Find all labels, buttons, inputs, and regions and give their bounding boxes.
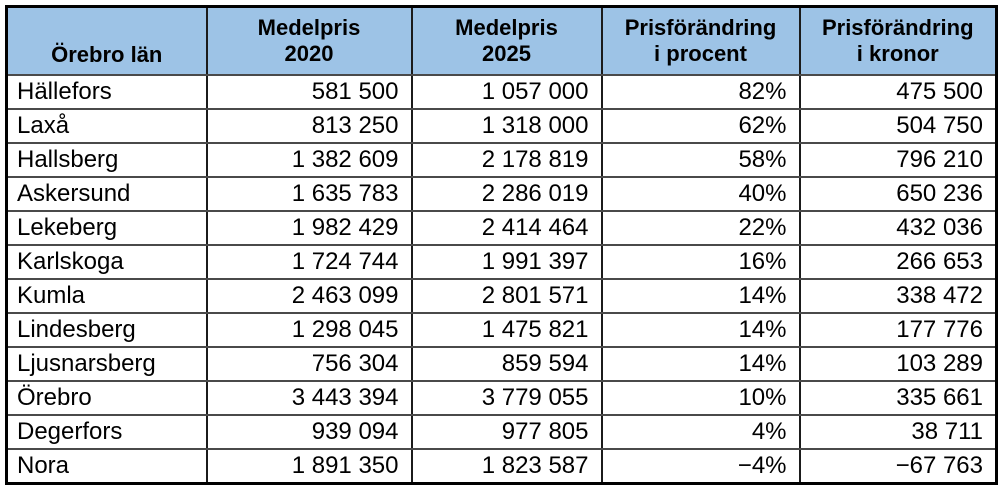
cell-medelpris-2025: 2 178 819 [410, 142, 603, 178]
table-row: Lindesberg 1 298 045 1 475 821 14% 177 7… [5, 312, 998, 348]
cell-forandring-kronor: 650 236 [798, 176, 998, 212]
cell-kommun: Laxå [5, 108, 208, 144]
table-row: Ljusnarsberg 756 304 859 594 14% 103 289 [5, 346, 998, 382]
column-header-medelpris-2025: Medelpris 2025 [410, 5, 603, 76]
table-row: Hallsberg 1 382 609 2 178 819 58% 796 21… [5, 142, 998, 178]
column-header-region: Örebro län [5, 5, 208, 76]
cell-medelpris-2020: 813 250 [205, 108, 413, 144]
cell-kommun: Degerfors [5, 414, 208, 450]
cell-medelpris-2025: 2 414 464 [410, 210, 603, 246]
cell-kommun: Lindesberg [5, 312, 208, 348]
cell-forandring-procent: 14% [600, 346, 801, 382]
cell-medelpris-2020: 3 443 394 [205, 380, 413, 416]
price-table-container: Örebro län Medelpris 2020 Medelpris 2025… [5, 5, 998, 485]
table-row: Laxå 813 250 1 318 000 62% 504 750 [5, 108, 998, 144]
cell-forandring-kronor: 504 750 [798, 108, 998, 144]
cell-forandring-kronor: 266 653 [798, 244, 998, 280]
cell-forandring-procent: 58% [600, 142, 801, 178]
cell-medelpris-2020: 1 982 429 [205, 210, 413, 246]
cell-medelpris-2020: 1 298 045 [205, 312, 413, 348]
cell-forandring-procent: 14% [600, 312, 801, 348]
cell-medelpris-2025: 1 057 000 [410, 74, 603, 110]
header-line: i kronor [856, 41, 939, 66]
header-line: Prisförändring [821, 15, 974, 41]
cell-forandring-kronor: 338 472 [798, 278, 998, 314]
cell-medelpris-2025: 977 805 [410, 414, 603, 450]
cell-medelpris-2020: 1 724 744 [205, 244, 413, 280]
cell-medelpris-2020: 2 463 099 [205, 278, 413, 314]
cell-kommun: Ljusnarsberg [5, 346, 208, 382]
cell-medelpris-2025: 2 286 019 [410, 176, 603, 212]
table-row: Nora 1 891 350 1 823 587 −4% −67 763 [5, 448, 998, 485]
table-row: Kumla 2 463 099 2 801 571 14% 338 472 [5, 278, 998, 314]
cell-medelpris-2020: 756 304 [205, 346, 413, 382]
cell-forandring-procent: 4% [600, 414, 801, 450]
header-line: i procent [654, 41, 747, 66]
cell-medelpris-2025: 1 318 000 [410, 108, 603, 144]
cell-kommun: Hällefors [5, 74, 208, 110]
cell-medelpris-2020: 1 635 783 [205, 176, 413, 212]
table-row: Askersund 1 635 783 2 286 019 40% 650 23… [5, 176, 998, 212]
header-line: 2025 [482, 41, 531, 66]
cell-kommun: Karlskoga [5, 244, 208, 280]
header-line: Medelpris [455, 15, 558, 41]
column-header-prisforandring-procent: Prisförändring i procent [600, 5, 801, 76]
table-row: Hällefors 581 500 1 057 000 82% 475 500 [5, 74, 998, 110]
cell-forandring-kronor: −67 763 [798, 448, 998, 485]
cell-forandring-procent: 16% [600, 244, 801, 280]
cell-kommun: Örebro [5, 380, 208, 416]
table-row: Lekeberg 1 982 429 2 414 464 22% 432 036 [5, 210, 998, 246]
header-line: 2020 [284, 41, 334, 66]
cell-kommun: Nora [5, 448, 208, 485]
cell-forandring-kronor: 796 210 [798, 142, 998, 178]
cell-forandring-procent: 22% [600, 210, 801, 246]
cell-forandring-kronor: 38 711 [798, 414, 998, 450]
cell-medelpris-2020: 581 500 [205, 74, 413, 110]
table-row: Degerfors 939 094 977 805 4% 38 711 [5, 414, 998, 450]
column-header-prisforandring-kronor: Prisförändring i kronor [798, 5, 998, 76]
header-line: Prisförändring [624, 15, 777, 41]
cell-kommun: Kumla [5, 278, 208, 314]
cell-medelpris-2025: 1 991 397 [410, 244, 603, 280]
cell-forandring-kronor: 103 289 [798, 346, 998, 382]
header-row: Örebro län Medelpris 2020 Medelpris 2025… [5, 5, 998, 76]
cell-forandring-kronor: 335 661 [798, 380, 998, 416]
cell-medelpris-2025: 2 801 571 [410, 278, 603, 314]
cell-kommun: Lekeberg [5, 210, 208, 246]
cell-forandring-procent: 14% [600, 278, 801, 314]
cell-medelpris-2025: 1 475 821 [410, 312, 603, 348]
cell-medelpris-2020: 1 891 350 [205, 448, 413, 485]
cell-forandring-kronor: 432 036 [798, 210, 998, 246]
cell-forandring-procent: −4% [600, 448, 801, 485]
cell-kommun: Hallsberg [5, 142, 208, 178]
header-line: Medelpris [257, 15, 361, 41]
cell-forandring-kronor: 475 500 [798, 74, 998, 110]
cell-forandring-procent: 82% [600, 74, 801, 110]
table-row: Karlskoga 1 724 744 1 991 397 16% 266 65… [5, 244, 998, 280]
cell-medelpris-2025: 1 823 587 [410, 448, 603, 485]
cell-medelpris-2025: 859 594 [410, 346, 603, 382]
cell-forandring-procent: 40% [600, 176, 801, 212]
cell-forandring-procent: 10% [600, 380, 801, 416]
cell-forandring-procent: 62% [600, 108, 801, 144]
cell-medelpris-2025: 3 779 055 [410, 380, 603, 416]
cell-forandring-kronor: 177 776 [798, 312, 998, 348]
cell-kommun: Askersund [5, 176, 208, 212]
table-row: Örebro 3 443 394 3 779 055 10% 335 661 [5, 380, 998, 416]
column-header-medelpris-2020: Medelpris 2020 [205, 5, 413, 76]
price-table: Örebro län Medelpris 2020 Medelpris 2025… [5, 5, 998, 485]
cell-medelpris-2020: 939 094 [205, 414, 413, 450]
cell-medelpris-2020: 1 382 609 [205, 142, 413, 178]
